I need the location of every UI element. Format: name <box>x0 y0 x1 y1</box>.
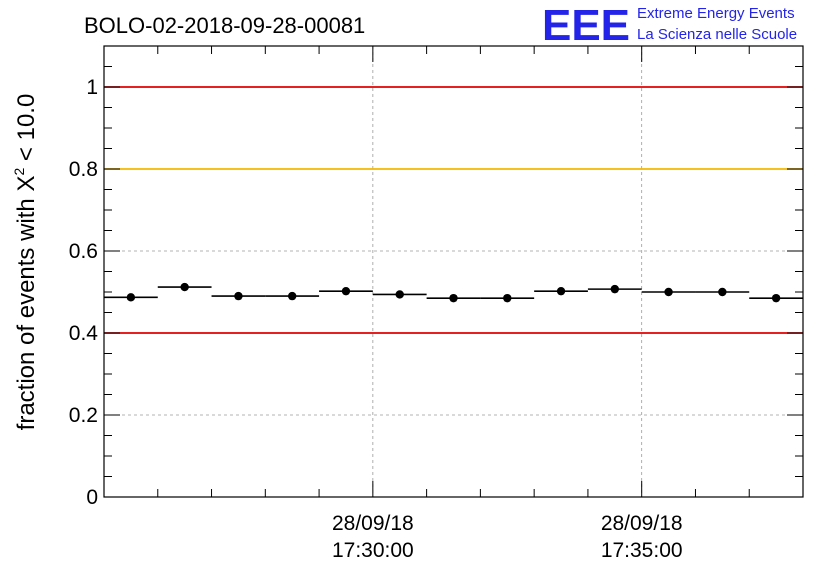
y-axis-label-tail: < 10.0 <box>13 94 40 168</box>
data-point <box>287 291 297 301</box>
data-point <box>556 286 566 296</box>
data-point <box>718 287 727 297</box>
data-point <box>341 286 351 296</box>
x-tick-time-label: 17:30:00 <box>332 539 414 562</box>
y-axis-label-chi: X <box>13 176 40 192</box>
x-tick-time-label: 17:35:00 <box>601 539 683 562</box>
data-point <box>664 287 673 297</box>
data-point <box>503 293 512 303</box>
data-point <box>395 290 404 299</box>
x-tick-date-label: 28/09/18 <box>332 512 414 535</box>
data-point <box>771 293 781 303</box>
y-axis-label-exponent: 2 <box>11 168 27 176</box>
chart-title: BOLO-02-2018-09-28-00081 <box>84 13 365 38</box>
y-tick-label: 0.6 <box>69 240 98 263</box>
data-point <box>610 284 620 294</box>
data-point <box>126 293 136 302</box>
y-tick-label: 0.8 <box>69 158 98 181</box>
y-axis-label: fraction of events with X2 < 10.0 <box>11 94 40 431</box>
y-tick-label: 0 <box>86 486 98 509</box>
eee-logo: EEE Extreme Energy Events La Scienza nel… <box>542 1 797 50</box>
reference-lines <box>104 86 803 334</box>
data-point <box>449 293 458 303</box>
logo-mark: EEE <box>542 1 630 50</box>
y-tick-label: 1 <box>86 76 98 99</box>
y-tick-label: 0.4 <box>69 322 99 345</box>
axes: 0 0.2 0.4 0.6 0.8 1 28/09/18 17:30:00 28/09/18 17… <box>69 46 803 562</box>
grid <box>104 46 803 498</box>
logo-line-1: Extreme Energy Events <box>637 5 795 22</box>
plot-frame <box>103 45 804 498</box>
y-axis-label-text: fraction of events with <box>13 198 40 430</box>
logo-line-2: La Scienza nelle Scuole <box>637 26 797 43</box>
data-point <box>234 291 243 301</box>
x-tick-date-label: 28/09/18 <box>601 512 683 535</box>
data-series <box>104 282 803 303</box>
y-tick-label: 0.2 <box>69 404 98 427</box>
data-point <box>180 282 189 292</box>
